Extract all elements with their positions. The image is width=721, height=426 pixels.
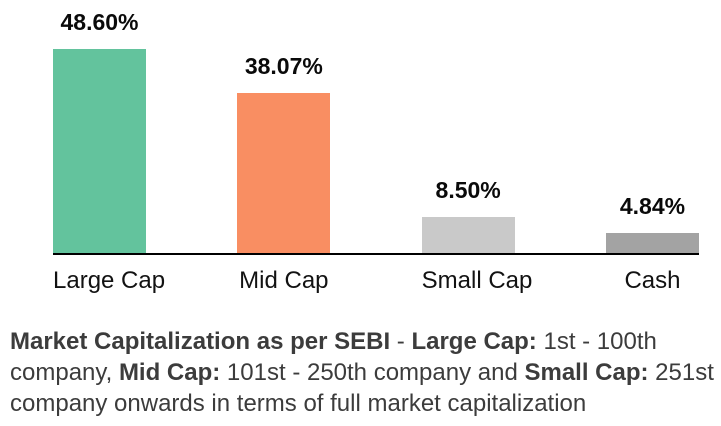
data-label-cash: 4.84% bbox=[619, 193, 686, 219]
plot-area: 48.60% 38.07% 8.50% 4.84% bbox=[53, 0, 699, 255]
bar-column-large-cap: 48.60% bbox=[53, 9, 146, 253]
footnote-bold-text: Mid Cap: bbox=[118, 359, 221, 386]
data-label-small-cap: 8.50% bbox=[435, 177, 501, 203]
bar-column-mid-cap: 38.07% bbox=[237, 53, 331, 253]
bar-cash bbox=[605, 233, 699, 253]
footnote-line: company onwards in terms of full market … bbox=[10, 388, 721, 419]
footnote-bold-text: Small Cap: bbox=[524, 359, 649, 386]
x-tick-label-large-cap: Large Cap bbox=[53, 267, 166, 294]
footnote-text: 1st - 100th bbox=[536, 328, 657, 355]
data-label-large-cap: 48.60% bbox=[60, 9, 139, 35]
bar-small-cap bbox=[421, 217, 515, 253]
data-label-mid-cap: 38.07% bbox=[244, 53, 323, 79]
footnote-line: company, Mid Cap: 101st - 250th company … bbox=[10, 357, 721, 388]
footnote-bold-text: Large Cap: bbox=[411, 328, 537, 355]
bar-column-small-cap: 8.50% bbox=[421, 177, 515, 253]
bar-large-cap bbox=[53, 49, 146, 253]
market-cap-bar-chart: 48.60% 38.07% 8.50% 4.84% Large Cap Mid … bbox=[53, 0, 699, 295]
x-tick-label-small-cap: Small Cap bbox=[421, 267, 533, 294]
footnote-line: Market Capitalization as per SEBI - Larg… bbox=[10, 326, 721, 357]
bar-mid-cap bbox=[237, 93, 331, 253]
footnote-bold-text: Market Capitalization as per SEBI bbox=[10, 328, 391, 355]
footnote-text: 101st - 250th company and bbox=[220, 359, 525, 386]
footnote: Market Capitalization as per SEBI - Larg… bbox=[10, 326, 721, 419]
x-tick-label-mid-cap: Mid Cap bbox=[239, 267, 329, 294]
footnote-text: 251st bbox=[648, 359, 714, 386]
footnote-text: company, bbox=[10, 359, 119, 386]
footnote-text: company onwards in terms of full market … bbox=[10, 390, 587, 417]
x-tick-label-cash: Cash bbox=[624, 267, 681, 294]
bar-column-cash: 4.84% bbox=[605, 193, 699, 253]
footnote-text: - bbox=[390, 328, 412, 355]
x-axis-tick-labels: Large Cap Mid Cap Small Cap Cash bbox=[53, 267, 699, 295]
